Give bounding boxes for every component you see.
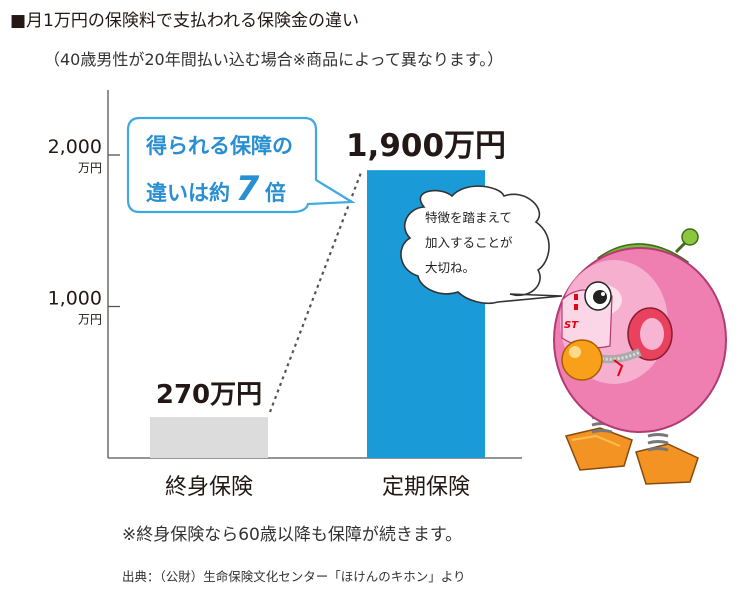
bar-value-label-1: 1,900万円 [346, 128, 506, 164]
callout-suffix: 倍 [265, 181, 286, 205]
y-tick-label-1: 2,000 [48, 136, 102, 158]
pink-robot-mascot-icon: ST [553, 228, 727, 485]
source-credit: 出典：（公財）生命保険文化センター「ほけんのキホン」より [122, 569, 466, 584]
bar-value-label-0: 270万円 [156, 380, 262, 410]
speech-line-3: 大切ね。 [425, 260, 475, 275]
callout-number: 7 [236, 169, 260, 209]
mascot-chest-text: ST [564, 320, 579, 331]
callout-line2: 違いは約 7 倍 [146, 169, 286, 209]
speech-bubble-shape [400, 185, 563, 305]
footnote: ※終身保険なら60歳以降も保障が続きます。 [122, 525, 463, 545]
callout-prefix: 違いは約 [146, 181, 230, 205]
speech-line-2: 加入することが [425, 235, 513, 250]
y-tick-label-0: 1,000 [48, 288, 102, 310]
chart-subtitle: （40歳男性が20年間払い込む場合※商品によって異なります。） [44, 50, 504, 69]
comparison-callout: 得られる保障の 違いは約 7 倍 [126, 116, 356, 214]
y-tick-unit-1: 万円 [78, 161, 102, 175]
speech-line-1: 特徴を踏まえて [425, 210, 512, 225]
bar-0 [150, 417, 268, 458]
callout-line1: 得られる保障の [145, 134, 293, 158]
speech-bubble: 特徴を踏まえて 加入することが 大切ね。 [400, 185, 563, 305]
comparison-dotted-line [268, 169, 364, 413]
callout-box [126, 116, 356, 214]
x-category-label-0: 終身保険 [165, 475, 253, 500]
x-category-label-1: 定期保険 [382, 475, 470, 500]
chart-title: ■月1万円の保険料で支払われる保険金の違い [10, 11, 360, 31]
y-tick-unit-0: 万円 [78, 313, 102, 327]
